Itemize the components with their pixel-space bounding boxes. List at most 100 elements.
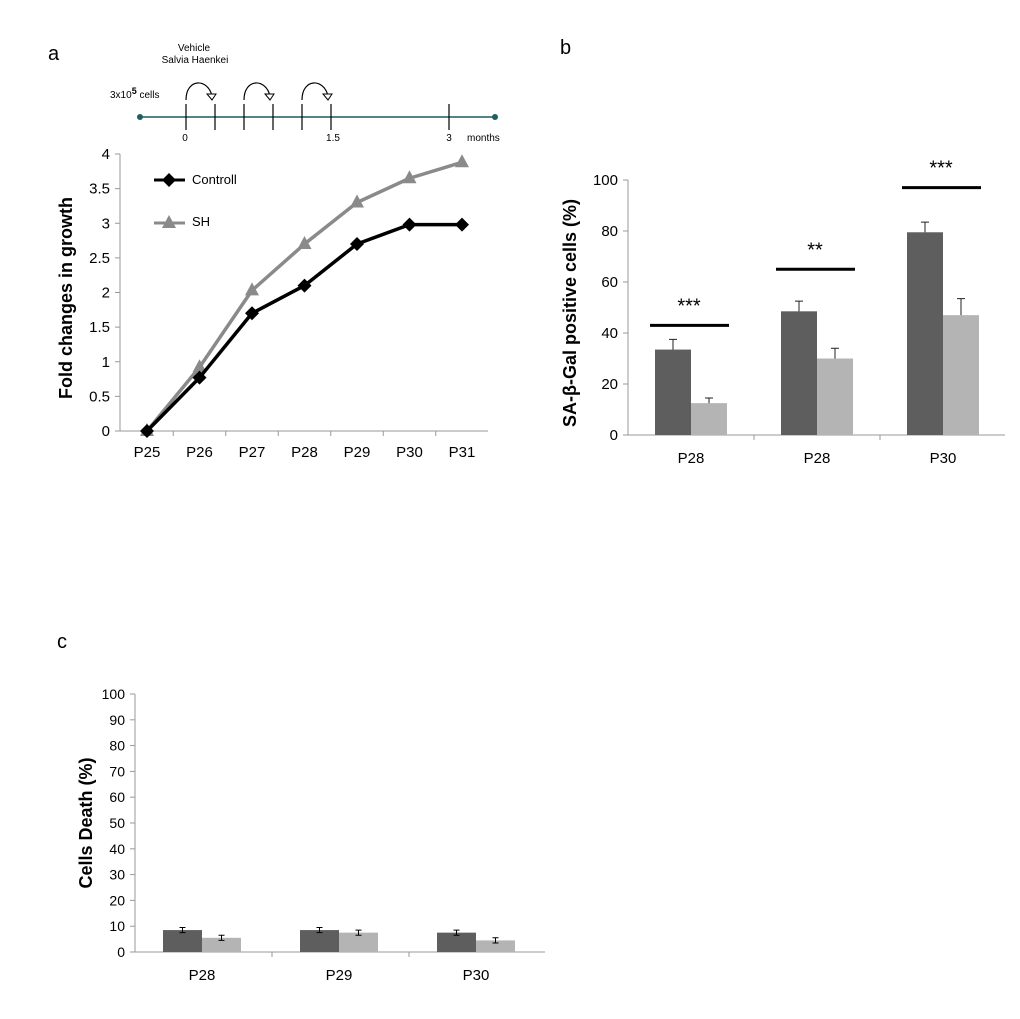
y-tick-label: 60 bbox=[601, 274, 618, 291]
treatment-arrowheads bbox=[205, 93, 333, 101]
point-sh-p30 bbox=[402, 170, 417, 184]
bar-sh-1 bbox=[202, 937, 241, 952]
y-axis-label: SA-β-Gal positive cells (%) bbox=[560, 199, 580, 427]
panel-a: a Vehicle Salvia Haenkei 3x105 cells bbox=[48, 43, 500, 461]
point-sh-p27 bbox=[245, 282, 259, 296]
y-ticks: 0 0.5 1 1.5 2 2.5 3 3.5 4 bbox=[89, 146, 120, 440]
treatment-arrow-3 bbox=[301, 82, 329, 101]
legend-label-controll: Controll bbox=[192, 172, 237, 187]
error-bar bbox=[705, 397, 713, 404]
timeline-treatment-label-2: Salvia Haenkei bbox=[162, 55, 229, 66]
x-ticks: P28 P29 P30 bbox=[189, 952, 490, 984]
error-bar bbox=[218, 934, 225, 941]
x-tick-label: P30 bbox=[463, 967, 490, 984]
y-axis-label: Fold changes in growth bbox=[56, 197, 76, 399]
y-tick-label: 80 bbox=[601, 223, 618, 240]
significance-label: *** bbox=[929, 158, 953, 180]
bar-sh-2 bbox=[339, 932, 378, 952]
point-sh-p31 bbox=[455, 154, 469, 168]
y-tick-label: 100 bbox=[102, 686, 126, 702]
point-controll-p31 bbox=[455, 217, 469, 232]
y-tick-label: 0 bbox=[102, 423, 110, 440]
error-bar bbox=[831, 347, 839, 359]
x-tick-label: P29 bbox=[326, 967, 353, 984]
bars-group bbox=[655, 221, 979, 435]
x-ticks: P28 P28 P30 bbox=[678, 435, 957, 467]
point-sh-p29 bbox=[350, 194, 364, 208]
timeline-cells-label: 3x105 cells bbox=[110, 86, 160, 101]
y-tick-label: 40 bbox=[109, 841, 125, 857]
y-tick-label: 60 bbox=[109, 789, 125, 805]
error-bar bbox=[179, 926, 186, 934]
bar-control-1 bbox=[163, 930, 202, 952]
legend: Controll SH bbox=[154, 172, 237, 229]
timeline-end-dot bbox=[492, 114, 498, 120]
bar-sh-1 bbox=[691, 403, 727, 435]
bar-sh-2 bbox=[817, 358, 853, 435]
error-bar bbox=[492, 937, 499, 944]
point-controll-p25 bbox=[140, 424, 154, 438]
y-tick-label: 0.5 bbox=[89, 388, 110, 405]
x-tick-label: P26 bbox=[186, 444, 213, 461]
legend-label-sh: SH bbox=[192, 214, 210, 229]
y-tick-label: 40 bbox=[601, 325, 618, 342]
series-line-controll bbox=[145, 222, 462, 433]
treatment-arrows bbox=[185, 82, 329, 101]
y-tick-label: 0 bbox=[117, 944, 125, 960]
error-bar bbox=[355, 929, 362, 936]
y-tick-label: 3.5 bbox=[89, 181, 110, 198]
point-sh-p28 bbox=[297, 236, 312, 250]
y-tick-label: 30 bbox=[109, 867, 125, 883]
point-sh-p26 bbox=[192, 359, 207, 373]
panel-c: c 0 10 20 30 40 50 60 70 80 90 100 P28 P29 P30 Cells… bbox=[57, 631, 545, 984]
x-tick-label: P30 bbox=[396, 444, 423, 461]
y-tick-label: 20 bbox=[601, 376, 618, 393]
bar-control-3 bbox=[437, 932, 476, 952]
x-tick-label: P27 bbox=[239, 444, 266, 461]
timeline-tick-0: 0 bbox=[182, 133, 188, 144]
bar-control-2 bbox=[300, 930, 339, 952]
y-tick-label: 2 bbox=[102, 285, 110, 302]
x-tick-label: P25 bbox=[134, 444, 161, 461]
timeline-start-dot bbox=[137, 114, 143, 120]
growth-line-chart: 00.511.522.533.54 P25 P26 P27 P28 P29 P30 P31 … bbox=[56, 146, 488, 461]
y-tick-label: 70 bbox=[109, 763, 125, 779]
bars-group bbox=[163, 926, 515, 952]
panel-label-a: a bbox=[48, 43, 60, 65]
panel-label-c: c bbox=[57, 631, 67, 653]
timeline-unit-label: months bbox=[467, 133, 500, 144]
x-tick-label: P31 bbox=[449, 444, 476, 461]
point-controll-p29 bbox=[350, 237, 364, 252]
x-tick-label: P28 bbox=[189, 967, 216, 984]
error-bar bbox=[316, 926, 323, 934]
x-tick-label: P30 bbox=[930, 450, 957, 467]
treatment-arrow-2 bbox=[243, 82, 271, 101]
error-bar bbox=[957, 298, 965, 316]
legend-marker-sh bbox=[162, 215, 176, 228]
series-line-sh bbox=[145, 160, 463, 433]
timeline-ticks bbox=[185, 104, 450, 130]
error-bar bbox=[921, 221, 929, 233]
timeline-treatment-label-1: Vehicle bbox=[178, 43, 211, 54]
y-tick-label: 20 bbox=[109, 892, 125, 908]
y-tick-label: 1.5 bbox=[89, 319, 110, 336]
cells-death-bar-chart: 0 10 20 30 40 50 60 70 80 90 100 P28 P29 P30 Cells D… bbox=[76, 686, 545, 984]
significance-group: ******** bbox=[650, 158, 981, 327]
y-tick-label: 1 bbox=[102, 354, 110, 371]
y-tick-label: 0 bbox=[610, 427, 618, 444]
y-tick-label: 2.5 bbox=[89, 250, 110, 267]
significance-label: ** bbox=[807, 239, 823, 261]
bar-control-2 bbox=[781, 311, 817, 435]
y-ticks: 0 10 20 30 40 50 60 70 80 90 100 bbox=[102, 686, 135, 960]
bar-sh-3 bbox=[476, 940, 515, 952]
point-controll-p30 bbox=[402, 217, 417, 232]
y-tick-label: 50 bbox=[109, 815, 125, 831]
point-controll-p26 bbox=[192, 370, 207, 385]
bar-control-1 bbox=[655, 349, 691, 435]
bar-control-3 bbox=[907, 232, 943, 435]
x-tick-label: P28 bbox=[804, 450, 831, 467]
y-tick-label: 3 bbox=[102, 215, 110, 232]
y-tick-label: 10 bbox=[109, 918, 125, 934]
point-controll-p27 bbox=[245, 306, 259, 321]
